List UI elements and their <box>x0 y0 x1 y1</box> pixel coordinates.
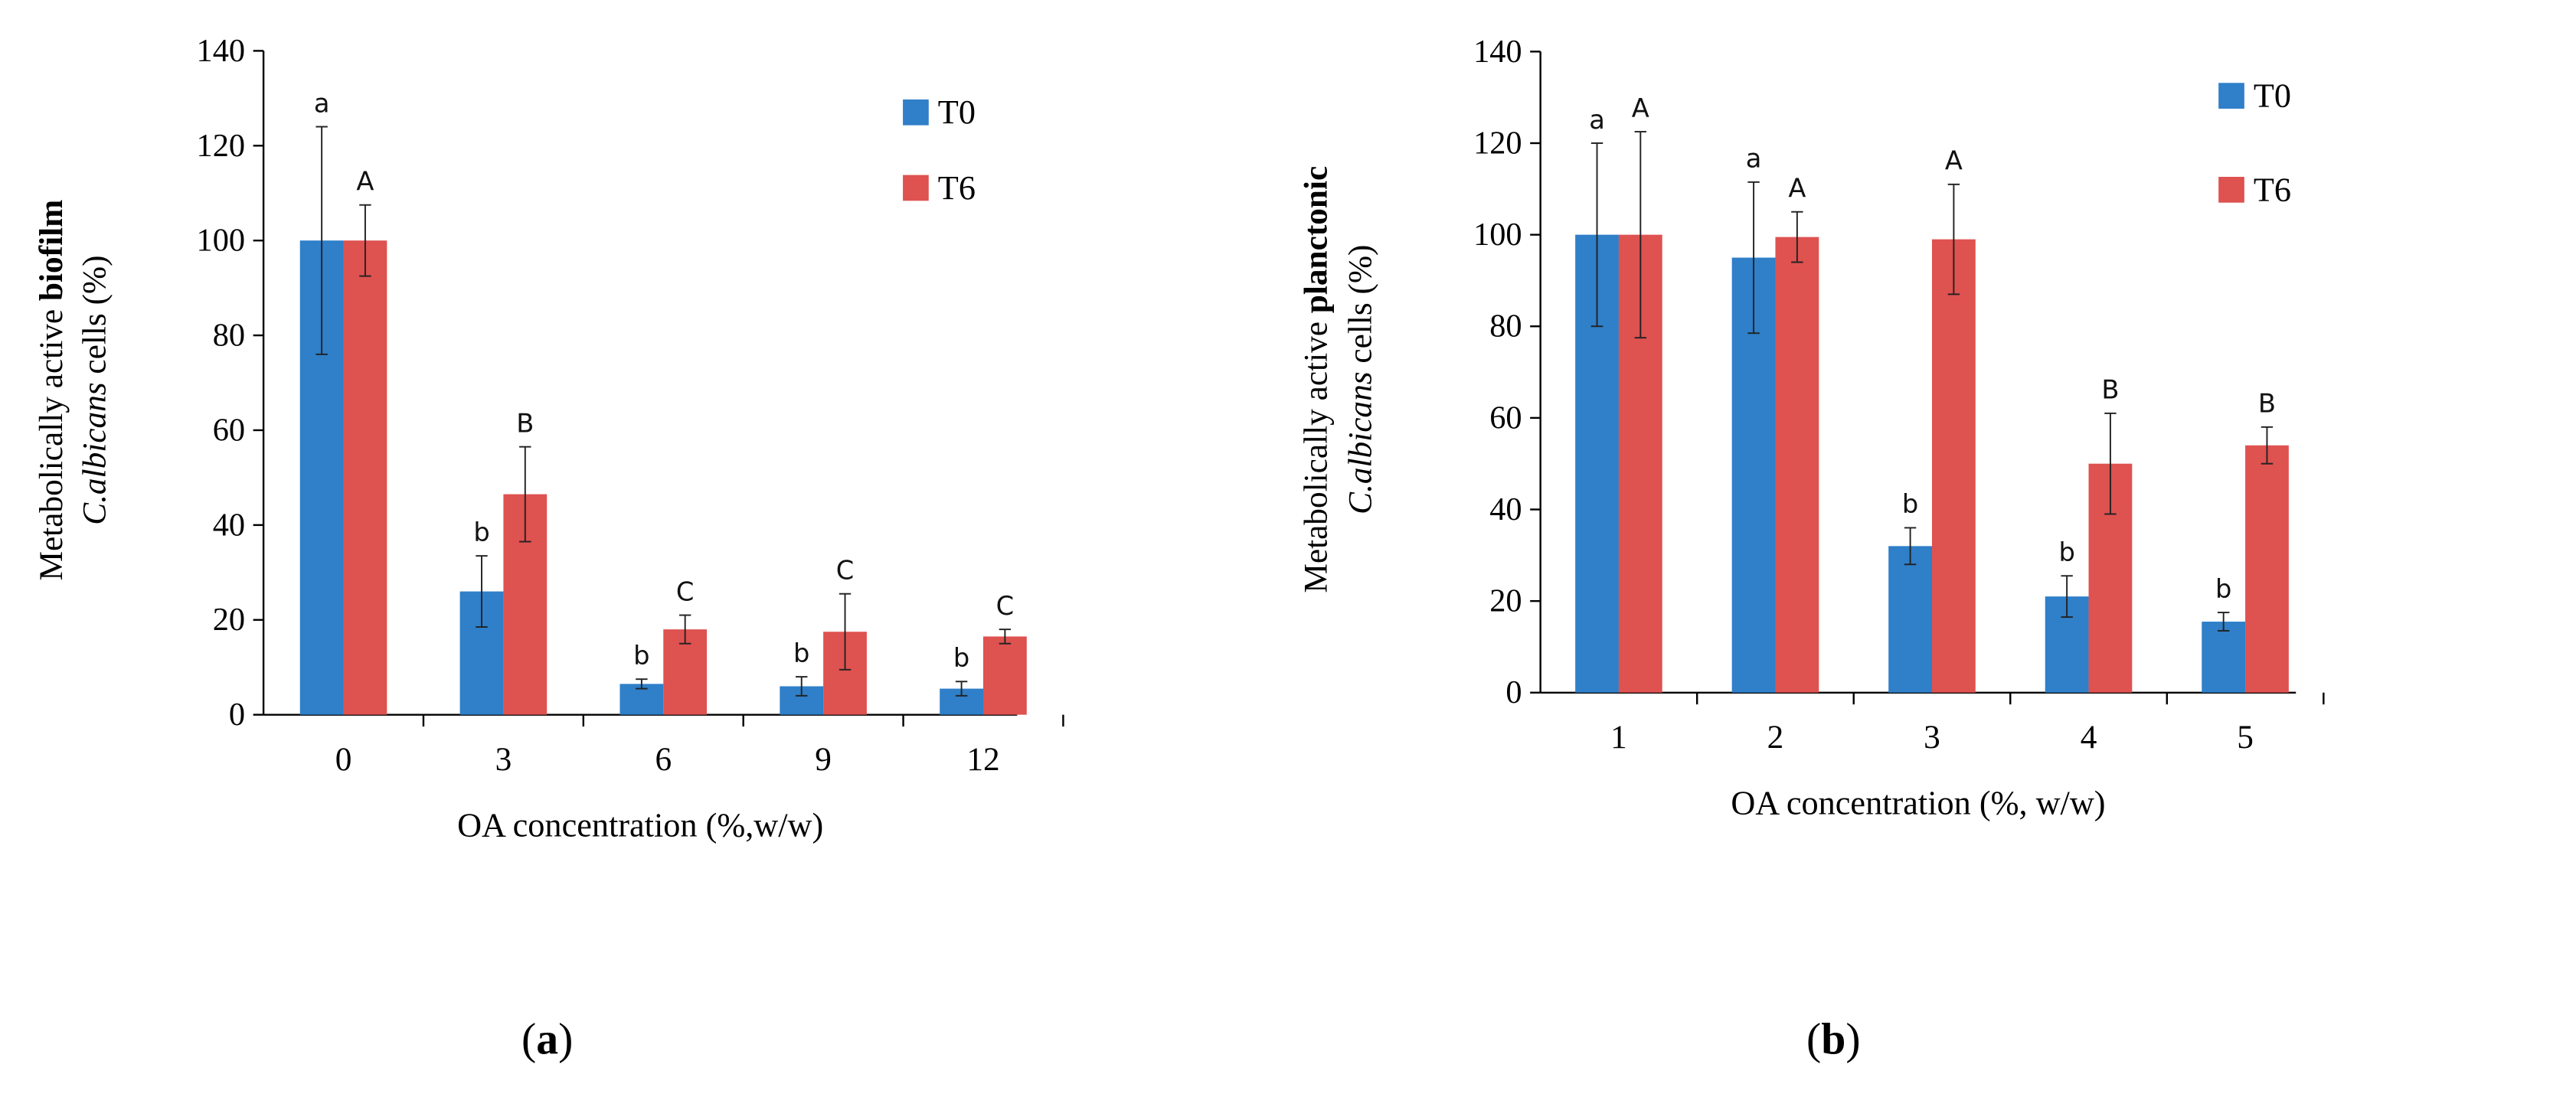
legend-swatch <box>2218 177 2244 203</box>
significance-letter: A <box>1945 146 1963 176</box>
significance-letter: B <box>2101 375 2119 405</box>
y-tick-label: 0 <box>229 697 245 733</box>
legend-label: T0 <box>2254 77 2291 115</box>
x-tick-label: 4 <box>2081 719 2097 756</box>
significance-letter: B <box>516 408 534 438</box>
y-tick-label: 60 <box>213 412 245 448</box>
significance-letter: A <box>1632 93 1649 123</box>
panel-caption: (a) <box>521 1015 573 1063</box>
significance-letter: b <box>1902 489 1918 519</box>
legend: T0 T6 <box>903 93 976 207</box>
bar-t0 <box>2202 622 2246 693</box>
y-tick-label: 100 <box>197 223 246 259</box>
legend-label: T6 <box>938 169 976 207</box>
legend-label: T0 <box>938 93 976 131</box>
y-axis-label-line1: Metabolically active planctonic <box>1298 166 1335 593</box>
significance-letter: C <box>836 555 855 585</box>
x-tick-label: 9 <box>815 741 832 778</box>
x-tick-label: 0 <box>335 741 352 778</box>
significance-letter: a <box>314 88 330 118</box>
y-tick-label: 0 <box>1505 674 1522 710</box>
y-tick-label: 120 <box>197 128 246 164</box>
bar-t0 <box>1888 546 1932 693</box>
significance-letter: C <box>996 591 1015 621</box>
y-tick-label: 20 <box>213 602 245 638</box>
significance-letter: C <box>676 576 695 606</box>
y-tick-label: 140 <box>1473 34 1522 70</box>
y-tick-label: 100 <box>1473 217 1522 253</box>
significance-letter: b <box>633 641 649 671</box>
x-tick-label: 3 <box>1924 719 1940 756</box>
panel-caption: (b) <box>1806 1015 1861 1063</box>
x-tick-label: 12 <box>966 741 999 778</box>
legend-swatch <box>2218 83 2244 109</box>
y-tick-label: 140 <box>197 33 246 69</box>
significance-letter: a <box>1746 144 1762 174</box>
significance-letter: b <box>2058 537 2074 567</box>
bar-t6 <box>1775 237 1819 693</box>
x-axis-label: OA concentration (%, w/w) <box>1731 785 2105 822</box>
y-axis-label-line1: Metabolically active biofilm <box>33 200 70 581</box>
y-tick-label: 80 <box>1489 309 1522 344</box>
significance-letter: b <box>793 638 809 668</box>
y-tick-label: 20 <box>1489 583 1522 619</box>
bar-t6 <box>1932 239 1976 693</box>
significance-letter: b <box>2215 574 2231 604</box>
y-tick-label: 40 <box>1489 491 1522 527</box>
y-tick-label: 60 <box>1489 400 1522 436</box>
x-tick-label: 1 <box>1610 719 1627 756</box>
legend-swatch <box>903 99 929 126</box>
y-tick-label: 40 <box>213 507 245 543</box>
bar-t6 <box>982 636 1027 715</box>
x-tick-label: 3 <box>495 741 512 778</box>
significance-letter: A <box>1788 173 1806 203</box>
significance-letter: a <box>1589 105 1605 135</box>
y-axis-label-line2: C.albicans cells (%) <box>1342 245 1378 514</box>
significance-letter: b <box>953 643 969 673</box>
bar-t6 <box>2245 445 2289 693</box>
bar-t6 <box>343 240 387 715</box>
significance-letter: b <box>473 517 489 547</box>
y-tick-label: 120 <box>1473 125 1522 161</box>
x-tick-label: 6 <box>655 741 672 778</box>
y-tick-label: 80 <box>213 318 245 354</box>
x-tick-label: 2 <box>1767 719 1784 756</box>
x-axis-label: OA concentration (%,w/w) <box>457 806 823 844</box>
significance-letter: A <box>356 166 374 196</box>
y-axis-label-line2: C.albicans cells (%) <box>77 255 113 524</box>
y-axis-label: Metabolically active planctonicC.albican… <box>1298 166 1379 593</box>
significance-letter: B <box>2258 389 2276 419</box>
legend-label: T6 <box>2254 171 2291 208</box>
x-tick-label: 5 <box>2237 719 2254 756</box>
legend: T0 T6 <box>2218 77 2291 208</box>
legend-swatch <box>903 175 929 201</box>
